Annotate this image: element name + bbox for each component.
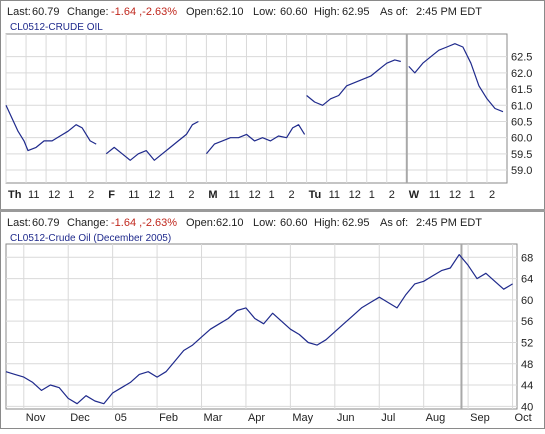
asof-value: 2:45 PM EDT — [416, 6, 482, 18]
price-series-line — [306, 59, 401, 106]
high-label: High: — [314, 6, 340, 18]
x-tick-label: Oct — [515, 412, 532, 424]
x-tick-label: Th — [8, 189, 22, 201]
high-value: 62.95 — [342, 6, 370, 18]
x-tick-label: 11 — [429, 189, 440, 201]
symbol-label-bottom: CL0512-Crude Oil (December 2005) — [10, 233, 171, 244]
last-label: Last: — [7, 217, 31, 229]
x-tick-label: Mar — [204, 412, 223, 424]
x-tick-label: 1 — [269, 189, 275, 201]
x-tick-label: 2 — [489, 189, 495, 201]
y-tick-label: 59.0 — [511, 165, 532, 177]
open-value: 62.10 — [216, 217, 244, 229]
x-tick-label: Aug — [426, 412, 446, 424]
open-value: 62.10 — [216, 6, 244, 18]
x-tick-label: 2 — [188, 189, 194, 201]
y-tick-label: 52 — [521, 337, 533, 349]
intraday-plot: 59.059.560.060.561.061.562.062.5Th 11 12 1 2… — [5, 33, 532, 201]
y-tick-label: 60.0 — [511, 133, 532, 145]
price-series-line — [408, 43, 504, 113]
x-tick-label: 05 — [115, 412, 127, 424]
y-tick-label: 56 — [521, 316, 533, 328]
last-value: 60.79 — [32, 6, 60, 18]
plot-frame — [5, 243, 518, 410]
x-tick-label: May — [292, 412, 313, 424]
x-tick-label: 11 — [28, 189, 39, 201]
change-label: Change: — [67, 6, 109, 18]
asof-label: As of: — [380, 217, 408, 229]
x-tick-label: 2 — [88, 189, 94, 201]
change-label: Change: — [67, 217, 109, 229]
low-value: 60.60 — [280, 6, 308, 18]
x-tick-label: 2 — [389, 189, 395, 201]
change-value: -1.64 ,-2.63% — [111, 6, 177, 18]
x-tick-label: Nov — [26, 412, 46, 424]
price-series-line — [205, 124, 306, 155]
last-value: 60.79 — [32, 217, 60, 229]
y-tick-label: 68 — [521, 252, 533, 264]
x-tick-label: Jun — [337, 412, 355, 424]
x-tick-label: 11 — [329, 189, 340, 201]
x-tick-label: 12 — [48, 189, 60, 201]
x-tick-label: 1 — [168, 189, 174, 201]
x-tick-label: 12 — [248, 189, 260, 201]
x-tick-label: 12 — [349, 189, 361, 201]
last-label: Last: — [7, 6, 31, 18]
x-tick-label: Apr — [248, 412, 265, 424]
y-tick-label: 62.5 — [511, 52, 532, 64]
low-label: Low: — [253, 6, 276, 18]
x-tick-label: 1 — [369, 189, 375, 201]
open-label: Open: — [186, 217, 216, 229]
asof-value: 2:45 PM EDT — [416, 217, 482, 229]
y-tick-label: 59.5 — [511, 149, 532, 161]
x-tick-label: F — [108, 189, 115, 201]
high-value: 62.95 — [342, 217, 370, 229]
x-tick-label: 11 — [128, 189, 139, 201]
quote-header-top: Last: 60.79 Change: -1.64 ,-2.63% Open: … — [7, 6, 482, 18]
x-tick-label: W — [409, 189, 420, 201]
y-tick-label: 60 — [521, 295, 533, 307]
x-tick-label: 12 — [148, 189, 160, 201]
x-tick-label: Feb — [159, 412, 178, 424]
low-label: Low: — [253, 217, 276, 229]
low-value: 60.60 — [280, 217, 308, 229]
symbol-label-top: CL0512-CRUDE OIL — [10, 22, 103, 33]
change-value: -1.64 ,-2.63% — [111, 217, 177, 229]
open-label: Open: — [186, 6, 216, 18]
x-tick-label: 1 — [68, 189, 74, 201]
quote-header-bottom: Last: 60.79 Change: -1.64 ,-2.63% Open: … — [7, 217, 482, 229]
x-tick-label: M — [208, 189, 217, 201]
y-tick-label: 61.5 — [511, 84, 532, 96]
price-series-line — [5, 254, 513, 405]
y-tick-label: 60.5 — [511, 116, 532, 128]
price-series-line — [105, 120, 199, 161]
asof-label: As of: — [380, 6, 408, 18]
x-tick-label: 12 — [449, 189, 461, 201]
x-tick-label: 2 — [289, 189, 295, 201]
x-tick-label: Dec — [70, 412, 90, 424]
y-tick-label: 64 — [521, 274, 533, 286]
y-tick-label: 44 — [521, 380, 533, 392]
x-tick-label: Jul — [381, 412, 395, 424]
yearly-plot: 40 44 48 52 56 60 64 68 Nov Dec 05 Feb Mar Apr May Jun J… — [5, 243, 533, 424]
x-tick-label: Tu — [309, 189, 322, 201]
x-tick-label: 1 — [469, 189, 475, 201]
y-tick-label: 62.0 — [511, 68, 532, 80]
price-series-line — [5, 105, 97, 152]
high-label: High: — [314, 217, 340, 229]
y-tick-label: 48 — [521, 359, 533, 371]
x-tick-label: Sep — [470, 412, 490, 424]
x-tick-label: 11 — [228, 189, 239, 201]
y-tick-label: 61.0 — [511, 100, 532, 112]
y-tick-label: 40 — [521, 401, 533, 413]
